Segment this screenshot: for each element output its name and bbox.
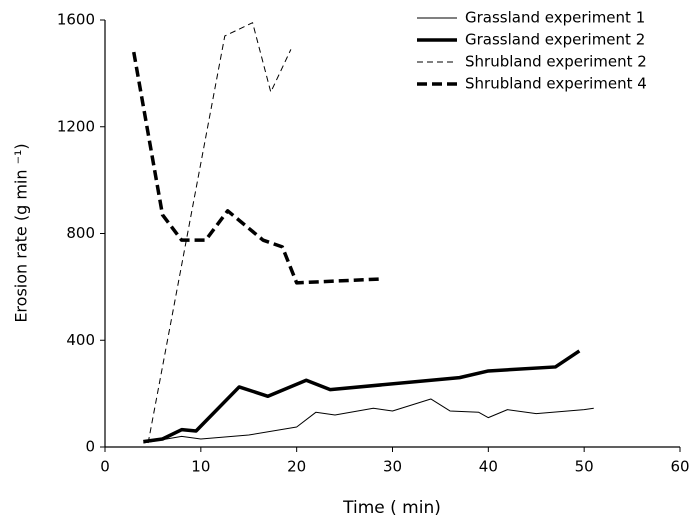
y-tick-label: 1600: [57, 11, 95, 29]
x-tick-label: 10: [191, 458, 210, 476]
x-tick-label: 30: [383, 458, 402, 476]
series-line: [143, 398, 594, 444]
series-line: [143, 349, 581, 444]
y-tick-label: 0: [85, 438, 95, 456]
x-tick-label: 50: [575, 458, 594, 476]
x-tick-label: 60: [670, 458, 689, 476]
legend-label: Shrubland experiment 2: [465, 53, 647, 71]
y-tick-label: 1200: [57, 117, 95, 135]
legend-label: Grassland experiment 1: [465, 9, 645, 27]
x-tick-label: 40: [479, 458, 498, 476]
y-axis-label: Erosion rate (g min ⁻¹): [12, 143, 31, 322]
legend-label: Shrubland experiment 4: [465, 75, 647, 93]
series-line: [132, 51, 383, 285]
y-tick-label: 800: [66, 224, 95, 242]
x-axis-label: Time ( min): [342, 498, 441, 518]
series-line: [147, 22, 292, 444]
y-tick-label: 400: [66, 331, 95, 349]
x-tick-label: 0: [100, 458, 110, 476]
legend-label: Grassland experiment 2: [465, 31, 645, 49]
x-tick-label: 20: [287, 458, 306, 476]
